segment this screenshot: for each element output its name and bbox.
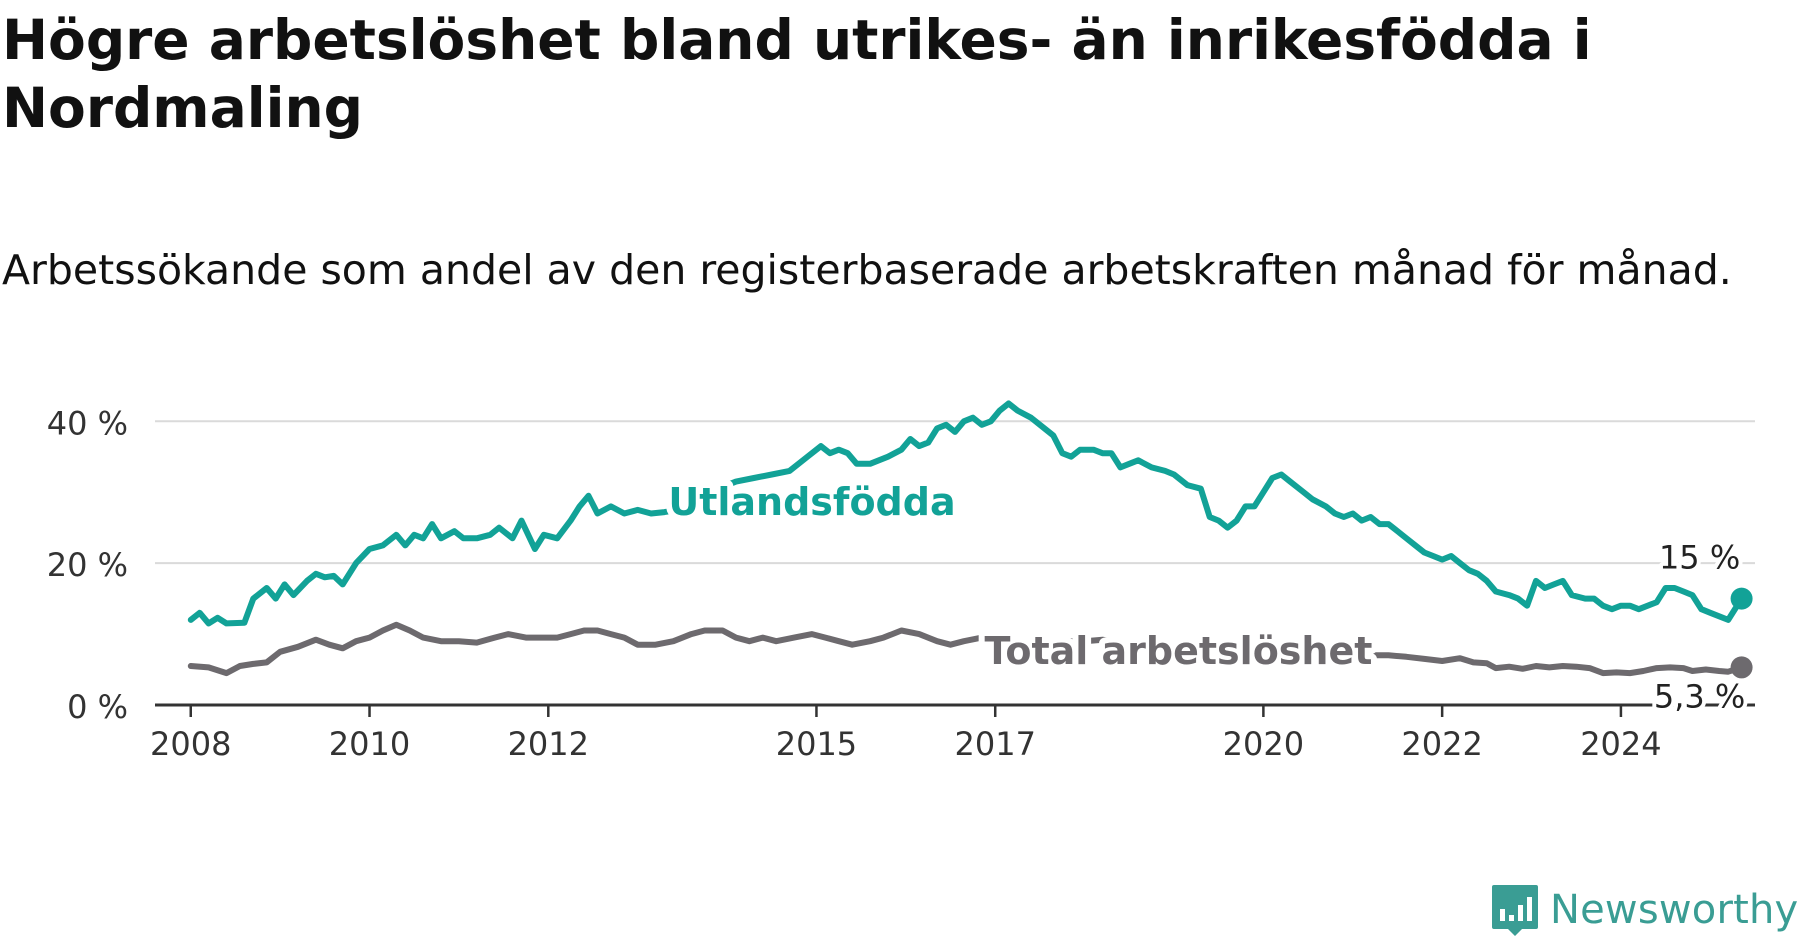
series-label: Utlandsfödda <box>668 480 955 524</box>
newsworthy-logo-icon <box>1492 885 1538 936</box>
x-tick-label: 2012 <box>508 725 589 763</box>
y-tick-label: 40 % <box>47 404 128 442</box>
x-tick-label: 2024 <box>1580 725 1661 763</box>
x-tick-label: 2020 <box>1223 725 1304 763</box>
series-label: Total arbetslöshet <box>984 629 1372 673</box>
series-line-total <box>187 621 1745 677</box>
series-end-marker <box>1730 656 1753 679</box>
y-tick-label: 20 % <box>47 546 128 584</box>
x-tick-label: 2022 <box>1401 725 1482 763</box>
brand-name: Newsworthy <box>1550 887 1799 933</box>
chart-title: Högre arbetslöshet bland utrikes- än inr… <box>2 8 1592 140</box>
x-tick-label: 2017 <box>955 725 1036 763</box>
series-end-marker <box>1730 587 1753 610</box>
x-tick-label: 2010 <box>329 725 410 763</box>
series-end-label: 5,3 % <box>1654 677 1745 715</box>
y-tick-label: 0 % <box>67 688 128 726</box>
chart-subtitle: Arbetssökande som andel av den registerb… <box>2 246 1732 294</box>
x-tick-label: 2008 <box>150 725 231 763</box>
x-tick-label: 2015 <box>776 725 857 763</box>
series-line-utlandsfodda <box>187 400 1745 627</box>
series-end-label: 15 % <box>1659 539 1740 577</box>
newsworthy-logo: Newsworthy <box>1490 880 1798 940</box>
